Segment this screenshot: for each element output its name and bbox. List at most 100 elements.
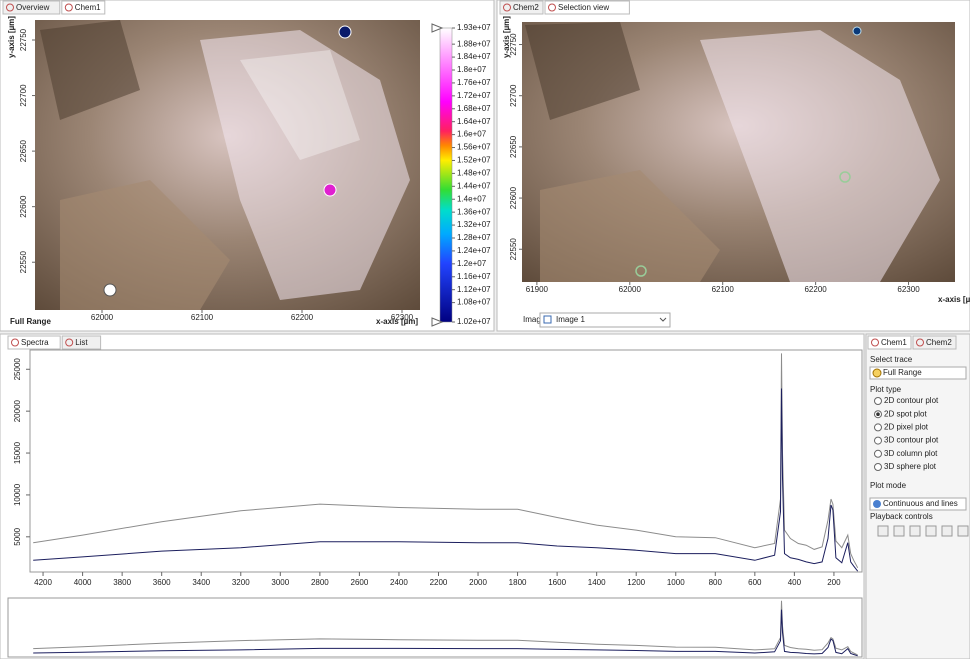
y-tick-label: 22550 <box>509 238 518 261</box>
x-tick-label: 62200 <box>804 285 827 294</box>
playback-label: Playback controls <box>870 512 933 521</box>
spot-marker[interactable] <box>853 27 861 35</box>
tab-label: List <box>75 338 88 347</box>
y-tick-label: 22650 <box>509 135 518 158</box>
x-tick-label: 3200 <box>232 578 250 587</box>
radio-dot <box>876 412 880 416</box>
x-tick-label: 2400 <box>390 578 408 587</box>
radio-button[interactable] <box>875 398 882 405</box>
tab-label: Overview <box>16 3 50 12</box>
radio-label: 3D contour plot <box>884 436 939 445</box>
y-tick-label: 20000 <box>13 399 22 422</box>
prev-button[interactable] <box>894 526 904 536</box>
colorbar-tick-label: 1.32e+07 <box>457 220 491 229</box>
y-tick-label: 22750 <box>509 33 518 56</box>
colorbar-tick-label: 1.84e+07 <box>457 52 491 61</box>
x-tick-label: 1800 <box>509 578 527 587</box>
x-tick-label: 4000 <box>74 578 92 587</box>
stop-button[interactable] <box>926 526 936 536</box>
x-tick-label: 400 <box>788 578 802 587</box>
next-button[interactable] <box>942 526 952 536</box>
y-tick-label: 22700 <box>19 84 28 107</box>
y-tick-label: 15000 <box>13 441 22 464</box>
colorbar-tick-label: 1.12e+07 <box>457 285 491 294</box>
x-tick-label: 61900 <box>526 285 549 294</box>
radio-button[interactable] <box>875 464 882 471</box>
tab-label: Chem1 <box>881 338 907 347</box>
select-trace-label: Select trace <box>870 355 913 364</box>
colorbar-tick-label: 1.56e+07 <box>457 143 491 152</box>
y-tick-label: 10000 <box>13 483 22 506</box>
colorbar-tick-label: 1.28e+07 <box>457 233 491 242</box>
plot-type-label: Plot type <box>870 385 902 394</box>
colorbar-tick-label: 1.8e+07 <box>457 65 487 74</box>
radio-label: 3D sphere plot <box>884 462 937 471</box>
radio-label: 2D spot plot <box>884 409 927 418</box>
y-axis-label: y-axis [µm] <box>7 16 16 58</box>
x-tick-label: 2600 <box>351 578 369 587</box>
plot-mode-label: Plot mode <box>870 481 907 490</box>
tab-label: Chem2 <box>513 3 539 12</box>
image-dropdown-value: Image 1 <box>556 315 585 324</box>
x-tick-label: 62100 <box>712 285 735 294</box>
x-tick-label: 62000 <box>91 313 114 322</box>
x-tick-label: 2000 <box>469 578 487 587</box>
colorbar-tick-label: 1.2e+07 <box>457 259 487 268</box>
colorbar-tick-label: 1.6e+07 <box>457 130 487 139</box>
y-tick-label: 22650 <box>19 139 28 162</box>
spectra-plot-area <box>30 350 862 572</box>
colorbar-tick-label: 1.52e+07 <box>457 156 491 165</box>
x-tick-label: 1000 <box>667 578 685 587</box>
radio-button[interactable] <box>875 437 882 444</box>
colorbar-tick-label: 1.36e+07 <box>457 207 491 216</box>
right-image <box>522 22 955 282</box>
x-tick-label: 4200 <box>34 578 52 587</box>
colorbar-tick-label: 1.76e+07 <box>457 78 491 87</box>
play-button[interactable] <box>910 526 920 536</box>
plot-mode-value: Continuous and lines <box>883 499 958 508</box>
spot-marker[interactable] <box>339 26 351 38</box>
last-button[interactable] <box>958 526 968 536</box>
app-window: Full Range x-axis [µm] y-axis [µm] x-axi… <box>0 0 970 659</box>
colorbar-tick-label: 1.64e+07 <box>457 117 491 126</box>
radio-label: 2D contour plot <box>884 396 939 405</box>
x-tick-label: 2800 <box>311 578 329 587</box>
y-tick-label: 22600 <box>509 186 518 209</box>
y-tick-label: 22600 <box>19 195 28 218</box>
y-tick-label: 5000 <box>13 527 22 545</box>
spot-marker[interactable] <box>104 284 116 296</box>
x-tick-label: 800 <box>709 578 723 587</box>
colorbar-tick-label: 1.93e+07 <box>457 23 491 32</box>
plot-mode-icon <box>873 500 881 508</box>
tab-label: Selection view <box>558 3 609 12</box>
x-tick-label: 600 <box>748 578 762 587</box>
y-tick-label: 22700 <box>509 84 518 107</box>
first-button[interactable] <box>878 526 888 536</box>
trace-icon <box>873 369 881 377</box>
radio-button[interactable] <box>875 424 882 431</box>
x-axis-label: x-axis [µm] <box>938 295 970 304</box>
colorbar-tick-label: 1.68e+07 <box>457 104 491 113</box>
radio-button[interactable] <box>875 450 882 457</box>
x-tick-label: 62200 <box>291 313 314 322</box>
colorbar-tick-label: 1.24e+07 <box>457 246 491 255</box>
radio-label: 2D pixel plot <box>884 423 929 432</box>
tab-label: Spectra <box>21 338 49 347</box>
page: {"left_panel":{"tabs":["Overview","Chem1… <box>0 0 970 659</box>
spot-marker[interactable] <box>324 184 336 196</box>
x-tick-label: 1400 <box>588 578 606 587</box>
x-tick-label: 2200 <box>430 578 448 587</box>
x-tick-label: 62100 <box>191 313 214 322</box>
y-tick-label: 22750 <box>19 28 28 51</box>
colorbar-tick-label: 1.16e+07 <box>457 272 491 281</box>
x-tick-label: 62300 <box>391 313 414 322</box>
range-label: Full Range <box>10 317 51 326</box>
x-tick-label: 1200 <box>627 578 645 587</box>
radio-label: 3D column plot <box>884 449 938 458</box>
left-image <box>35 20 420 310</box>
x-tick-label: 62300 <box>897 285 920 294</box>
x-tick-label: 62000 <box>619 285 642 294</box>
x-tick-label: 3800 <box>113 578 131 587</box>
colorbar-tick-label: 1.88e+07 <box>457 39 491 48</box>
y-tick-label: 22550 <box>19 251 28 274</box>
